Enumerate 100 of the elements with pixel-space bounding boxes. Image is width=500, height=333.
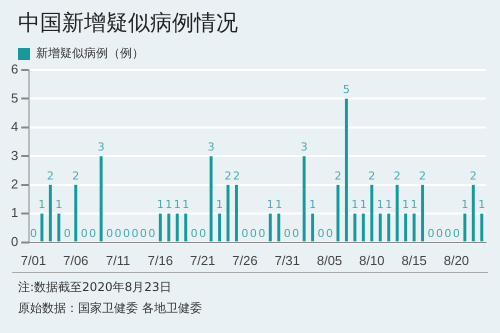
data-label: 1: [165, 198, 172, 212]
bar: [48, 184, 52, 242]
x-tick-label: 7/21: [190, 252, 216, 268]
data-label: 0: [284, 226, 291, 240]
y-tick-label: 3: [10, 148, 18, 163]
bar: [412, 214, 416, 242]
data-label: 0: [80, 226, 88, 240]
data-label: 0: [444, 226, 452, 240]
y-tick-label: 2: [10, 176, 18, 192]
data-label: 1: [376, 198, 384, 212]
text: 注:数据截至2020年8月23日: [18, 279, 172, 296]
data-label: 0: [114, 226, 122, 240]
data-label: 0: [428, 226, 435, 240]
data-label: 0: [131, 226, 138, 240]
bar: [226, 184, 230, 242]
data-label: 0: [106, 226, 114, 240]
data-label: 0: [148, 226, 156, 240]
data-label: 0: [326, 226, 334, 240]
data-label: 0: [89, 226, 96, 240]
data-label: 3: [98, 140, 105, 154]
data-label: 0: [190, 226, 198, 240]
bar: [184, 214, 188, 242]
data-label: 1: [156, 198, 164, 212]
bar: [218, 214, 222, 242]
data-label: 1: [266, 198, 274, 212]
bar: [370, 184, 374, 242]
data-label: 1: [351, 198, 358, 212]
bar: [421, 184, 424, 242]
x-tick-label: 8/05: [316, 252, 342, 268]
legend-label: 新增疑似病例（例）: [36, 46, 144, 60]
x-tick-label: 7/06: [63, 252, 88, 268]
data-label: 1: [402, 198, 410, 212]
text: 原始数据：国家卫健委 各地卫健委: [18, 300, 203, 317]
data-label: 2: [72, 169, 80, 182]
data-label: 1: [360, 198, 367, 212]
data-label: 0: [250, 226, 257, 240]
data-label: 0: [241, 226, 248, 240]
bar: [472, 184, 475, 242]
y-tick-label: 4: [10, 119, 18, 134]
data-label: 0: [258, 226, 266, 240]
bar: [396, 184, 399, 242]
bar: [302, 156, 306, 242]
x-tick-label: 7/31: [274, 252, 300, 268]
data-label: 2: [368, 169, 376, 182]
y-tick-label: 1: [10, 205, 18, 220]
data-label: 0: [436, 226, 443, 240]
x-tick-label: 7/26: [232, 252, 258, 268]
data-label: 2: [232, 169, 240, 182]
bar: [311, 214, 314, 242]
data-label: 0: [30, 226, 37, 240]
data-label: 0: [292, 226, 300, 240]
data-label: 2: [224, 169, 232, 182]
data-label: 0: [452, 226, 460, 240]
data-label: 0: [123, 226, 130, 240]
bar: [100, 156, 103, 242]
data-label: 0: [318, 226, 325, 240]
bar: [40, 214, 44, 242]
chart-title: 中国新增疑似病例情况: [17, 10, 239, 38]
data-label: 1: [55, 198, 62, 212]
data-label: 3: [300, 140, 308, 154]
bar: [463, 214, 466, 242]
bar: [480, 214, 484, 242]
data-label: 1: [38, 198, 46, 212]
bar: [336, 184, 340, 242]
data-label: 1: [478, 198, 486, 212]
bar: [353, 214, 356, 242]
data-label: 1: [410, 198, 418, 212]
data-label: 5: [342, 83, 350, 96]
bar: [167, 214, 170, 242]
data-label: 0: [140, 226, 147, 240]
data-label: 1: [309, 198, 316, 212]
y-tick-label: 5: [10, 90, 18, 106]
bar: [234, 184, 238, 242]
data-label: 0: [199, 226, 206, 240]
data-label: 1: [461, 198, 468, 212]
x-tick-label: 7/11: [106, 252, 130, 268]
bar: [404, 214, 408, 242]
data-label: 2: [334, 169, 342, 182]
data-label: 1: [216, 198, 224, 212]
data-label: 2: [46, 169, 54, 182]
data-label: 3: [208, 140, 215, 154]
bar: [158, 214, 162, 242]
y-tick-label: 0: [10, 234, 18, 249]
bar: [387, 214, 390, 242]
data-label: 2: [470, 169, 477, 182]
data-label: 1: [385, 198, 392, 212]
bar: [344, 98, 348, 242]
data-label: 2: [394, 169, 401, 182]
bar: [362, 214, 365, 242]
bar: [210, 156, 213, 242]
x-tick-label: 8/10: [359, 252, 384, 268]
bar: [268, 214, 272, 242]
data-label: 1: [174, 198, 181, 212]
bar: [57, 214, 60, 242]
data-label: 1: [182, 198, 190, 212]
data-label: 1: [275, 198, 282, 212]
x-tick-label: 7/01: [20, 252, 46, 268]
x-tick-label: 8/20: [444, 252, 470, 268]
x-tick-label: 7/16: [148, 252, 173, 268]
data-label: 0: [64, 226, 71, 240]
